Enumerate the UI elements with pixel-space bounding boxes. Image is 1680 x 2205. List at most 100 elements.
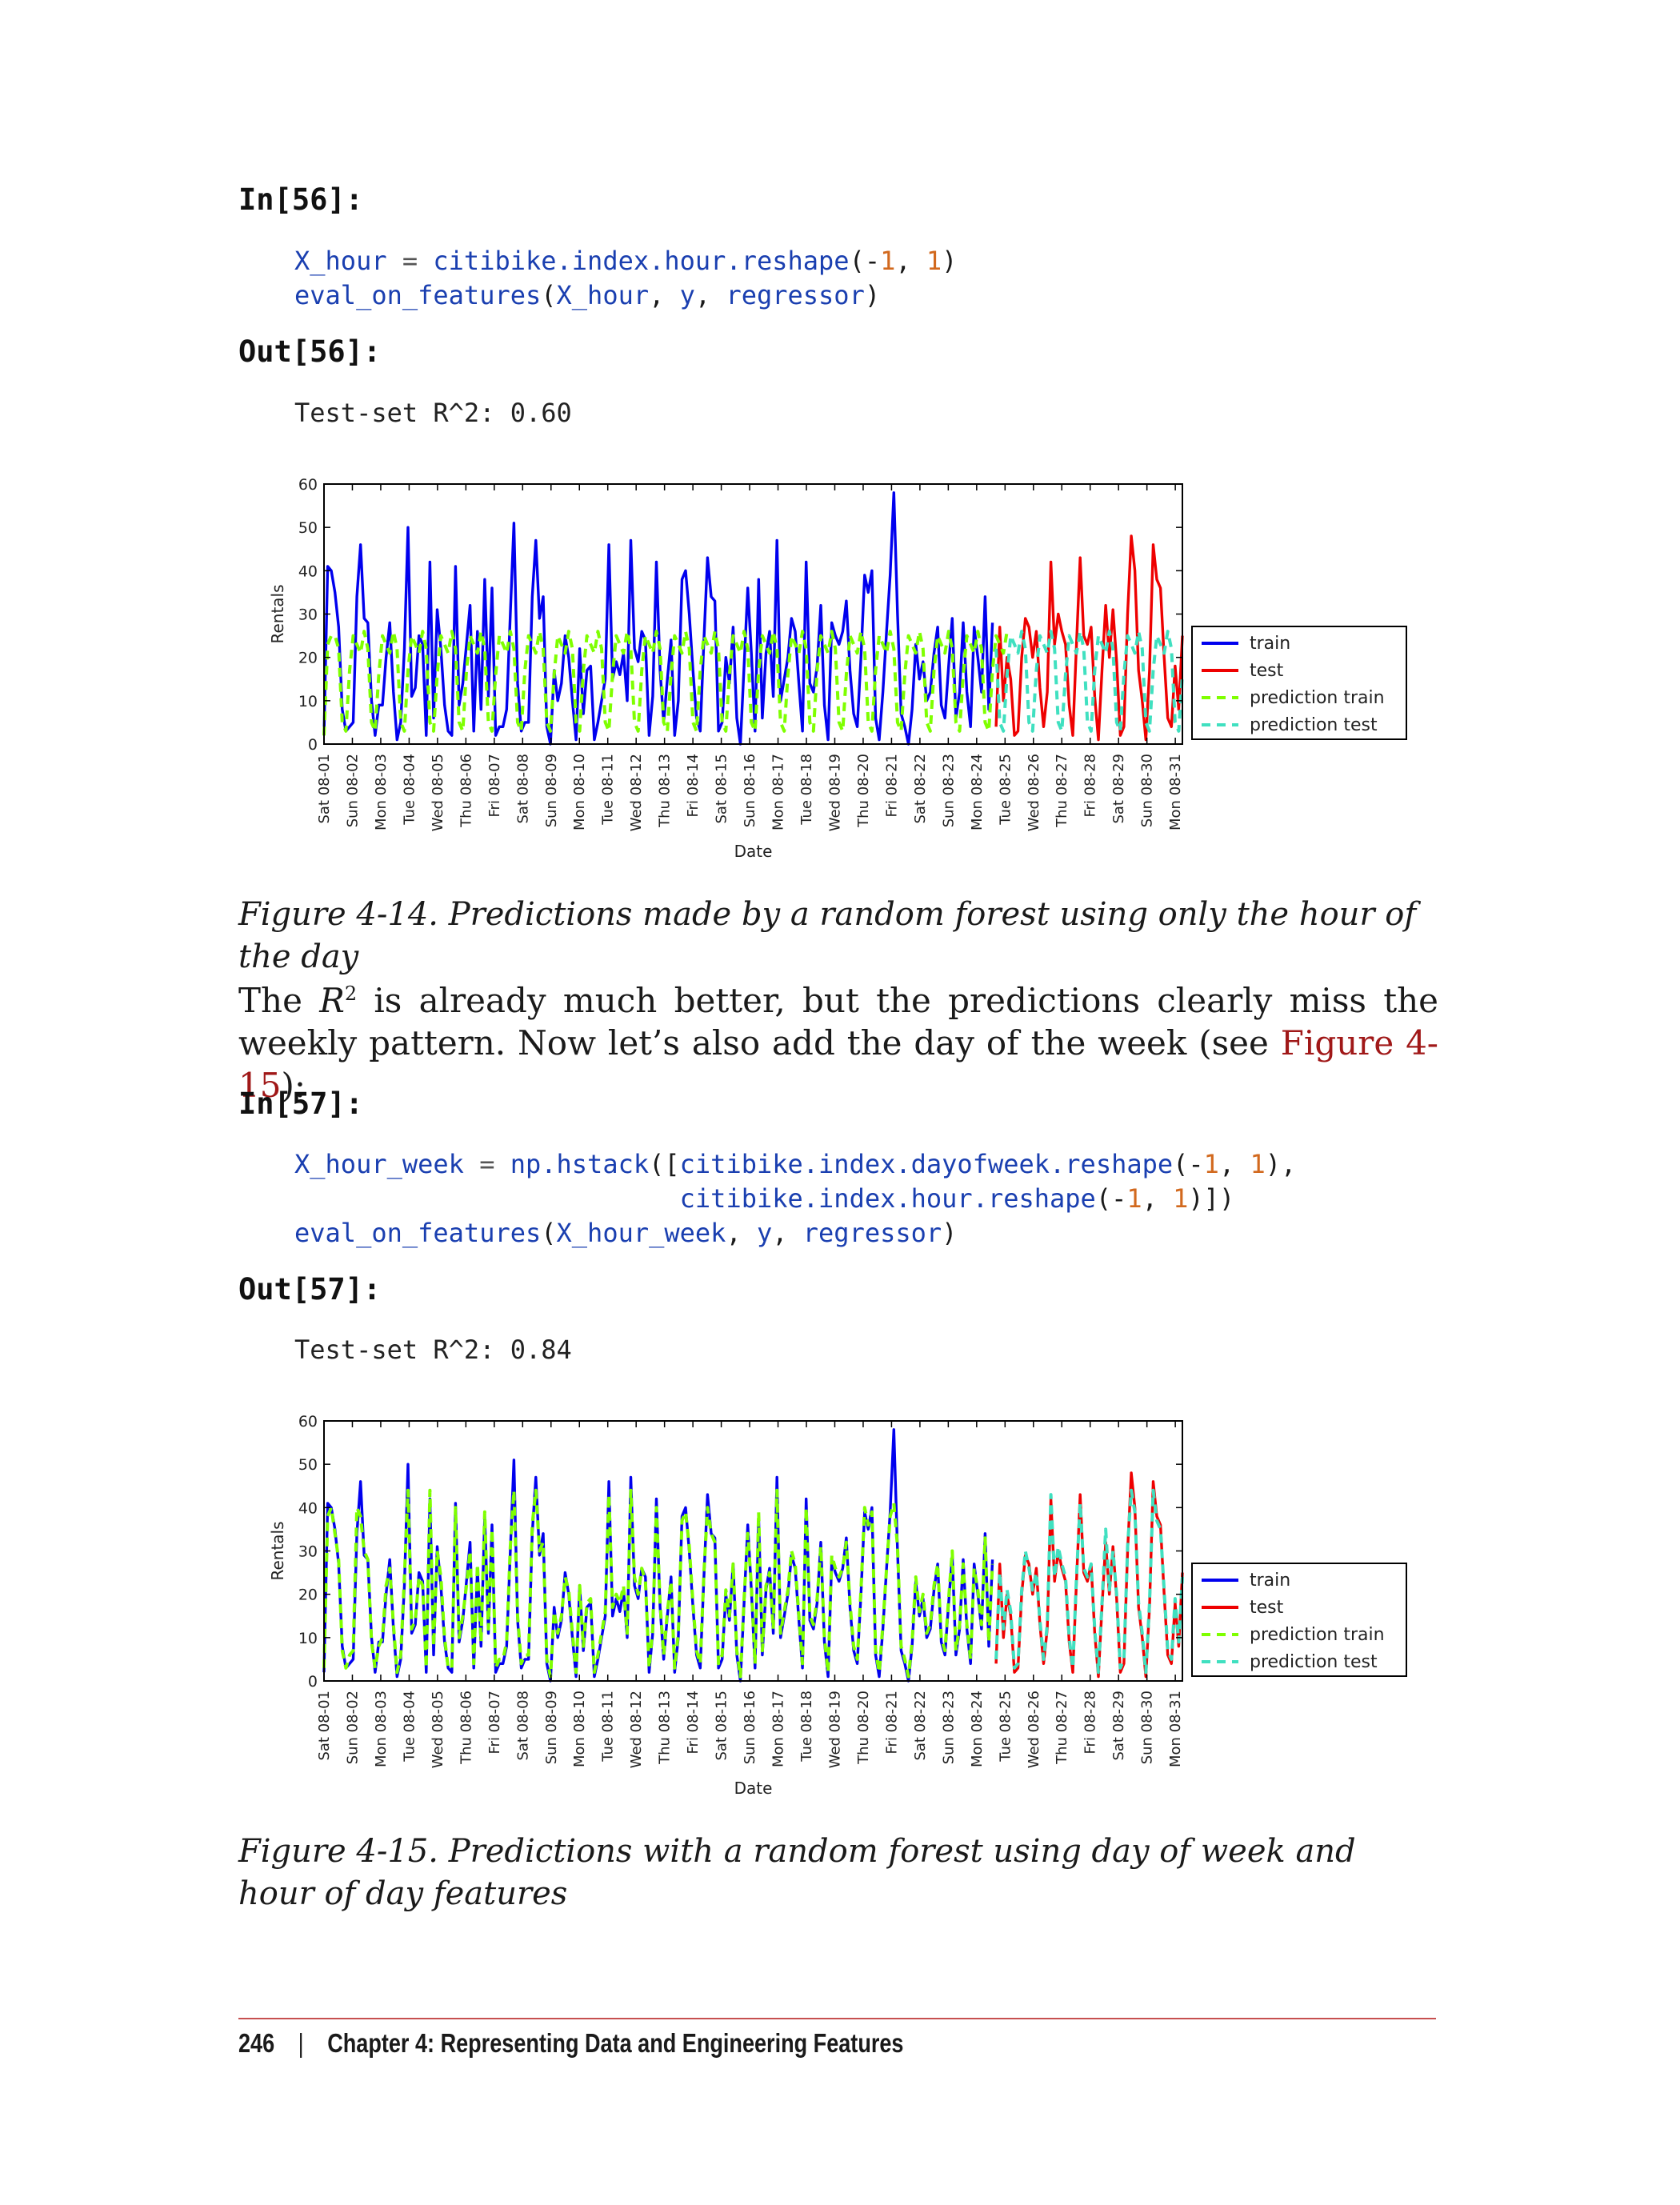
- x-tick-label: Fri 08-14: [685, 1691, 702, 1754]
- x-tick-label: Sun 08-02: [344, 1691, 361, 1764]
- output-prompt: Out[56]:: [238, 334, 382, 369]
- legend-label: prediction test: [1250, 715, 1378, 735]
- x-tick-label: Sat 08-01: [316, 754, 333, 824]
- output-text: Test-set R^2: 0.60: [294, 398, 572, 428]
- code-token: ,: [1142, 1183, 1174, 1214]
- y-tick-label: 30: [298, 1543, 318, 1561]
- x-tick-label: Thu 08-27: [1054, 1691, 1070, 1765]
- code-token: ,: [694, 280, 726, 310]
- x-tick-label: Tue 08-11: [600, 754, 617, 826]
- x-tick-label: Tue 08-11: [600, 1691, 617, 1763]
- x-tick-label: Sun 08-09: [543, 754, 560, 827]
- x-tick-label: Mon 08-17: [770, 754, 787, 830]
- x-tick-label: Mon 08-03: [373, 754, 390, 830]
- y-tick-label: 30: [298, 606, 318, 624]
- code-token: X_hour: [556, 280, 650, 310]
- code-token: ,: [726, 1218, 757, 1248]
- x-tick-label: Tue 08-25: [997, 754, 1014, 826]
- series-line-prediction-train: [322, 630, 1009, 736]
- x-tick-label: Mon 08-31: [1167, 1691, 1184, 1767]
- code-token: (: [541, 1218, 557, 1248]
- x-tick-label: Thu 08-20: [855, 754, 872, 828]
- input-prompt: In[57]:: [238, 1086, 363, 1121]
- x-tick-label: Sat 08-29: [1110, 754, 1127, 824]
- code-token: np.hstack: [510, 1149, 650, 1179]
- code-token: 1: [880, 246, 896, 276]
- code-token: ([: [649, 1149, 680, 1179]
- x-tick-label: Fri 08-21: [883, 754, 900, 817]
- x-tick-label: Sat 08-08: [514, 1691, 531, 1761]
- x-tick-label: Sat 08-15: [714, 754, 730, 824]
- x-tick-label: Sun 08-30: [1139, 754, 1156, 827]
- x-tick-label: Fri 08-28: [1082, 754, 1099, 817]
- x-tick-label: Sun 08-30: [1139, 1691, 1156, 1764]
- x-tick-label: Sun 08-23: [940, 754, 957, 827]
- y-axis-label: Rentals: [268, 584, 287, 643]
- code-token: 1: [1203, 1149, 1219, 1179]
- x-tick-label: Sun 08-16: [742, 1691, 758, 1764]
- x-tick-label: Tue 08-25: [997, 1691, 1014, 1763]
- legend-label: train: [1250, 1571, 1290, 1591]
- paragraph-text: The: [238, 981, 320, 1020]
- x-tick-label: Fri 08-07: [486, 1691, 503, 1754]
- code-token: ): [942, 246, 958, 276]
- figure-4-15: 0 10 20 30 40 50 60 Sat 08-01 Sun 08-02 Mon 08-03…: [264, 1403, 1424, 2015]
- code-token: X_hour_week: [294, 1149, 464, 1179]
- x-tick-label: Sat 08-15: [714, 1691, 730, 1761]
- code-block: X_hour_week = np.hstack([citibike.index.…: [294, 1147, 1296, 1251]
- y-tick-label: 40: [298, 562, 318, 580]
- code-token: X_hour: [294, 246, 387, 276]
- page-number: 246: [238, 2028, 275, 2058]
- x-tick-label: Sat 08-01: [316, 1691, 333, 1761]
- code-block: X_hour = citibike.index.hour.reshape(-1,…: [294, 244, 957, 313]
- series-line-prediction-test: [994, 630, 1184, 733]
- figure-cross-reference-link[interactable]: Figure 4-15: [238, 1023, 1438, 1105]
- code-token: (-: [1095, 1183, 1127, 1214]
- x-tick-label: Mon 08-24: [969, 1691, 986, 1767]
- input-prompt: In[56]:: [238, 182, 363, 217]
- code-token: =: [463, 1149, 510, 1179]
- x-tick-label: Thu 08-20: [855, 1691, 872, 1765]
- legend-box: [1191, 626, 1407, 740]
- x-tick-label: Mon 08-03: [373, 1691, 390, 1767]
- x-tick-label: Mon 08-17: [770, 1691, 787, 1767]
- r-superscript: 2: [344, 982, 358, 1005]
- x-tick-label: Fri 08-21: [883, 1691, 900, 1754]
- legend-label: train: [1250, 634, 1290, 654]
- x-tick-label: Wed 08-19: [826, 754, 843, 831]
- figure-4-14: 0 10 20 30 40 50 60 Sat 08-01 Sun 08-02 Mon 08-03…: [264, 466, 1424, 1078]
- code-token: ,: [895, 246, 926, 276]
- x-axis-label: Date: [734, 1779, 773, 1798]
- code-token: y: [679, 280, 695, 310]
- code-token: 1: [1250, 1149, 1266, 1179]
- series-line-test: [994, 534, 1184, 742]
- legend-label: test: [1250, 1598, 1284, 1618]
- x-tick-label: Thu 08-13: [657, 754, 674, 828]
- y-tick-label: 60: [298, 1413, 318, 1431]
- code-token: (-: [1173, 1149, 1204, 1179]
- x-tick-label: Mon 08-10: [571, 1691, 588, 1767]
- footer-separator: |: [298, 2028, 304, 2058]
- y-axis-label: Rentals: [268, 1521, 287, 1580]
- output-text: Test-set R^2: 0.84: [294, 1335, 572, 1365]
- code-token: ): [864, 280, 881, 310]
- code-token: eval_on_features: [294, 280, 542, 310]
- legend-box: [1191, 1563, 1407, 1677]
- y-tick-label: 0: [308, 736, 318, 754]
- output-prompt: Out[57]:: [238, 1272, 382, 1307]
- figure-caption: Figure 4-14. Predictions made by a rando…: [238, 896, 1417, 975]
- x-tick-label: Wed 08-19: [826, 1691, 843, 1768]
- page-footer: 246 | Chapter 4: Representing Data and Eng…: [238, 2028, 903, 2059]
- paragraph-text: is already much better, but the predicti…: [238, 981, 1439, 1062]
- legend-label: prediction test: [1250, 1652, 1378, 1672]
- x-tick-label: Mon 08-10: [571, 754, 588, 830]
- x-tick-label: Thu 08-06: [458, 754, 474, 828]
- line-chart: 0 10 20 30 40 50 60 Sat 08-01 Sun 08-02 Mon 08-03…: [268, 476, 1407, 861]
- code-token: ): [942, 1218, 958, 1248]
- x-tick-label: Thu 08-13: [657, 1691, 674, 1765]
- x-tick-label: Mon 08-31: [1167, 754, 1184, 830]
- x-tick-label: Fri 08-07: [486, 754, 503, 817]
- x-tick-label: Tue 08-04: [401, 754, 418, 826]
- x-tick-label: Wed 08-05: [430, 1691, 446, 1768]
- footer-rule: [238, 2018, 1436, 2019]
